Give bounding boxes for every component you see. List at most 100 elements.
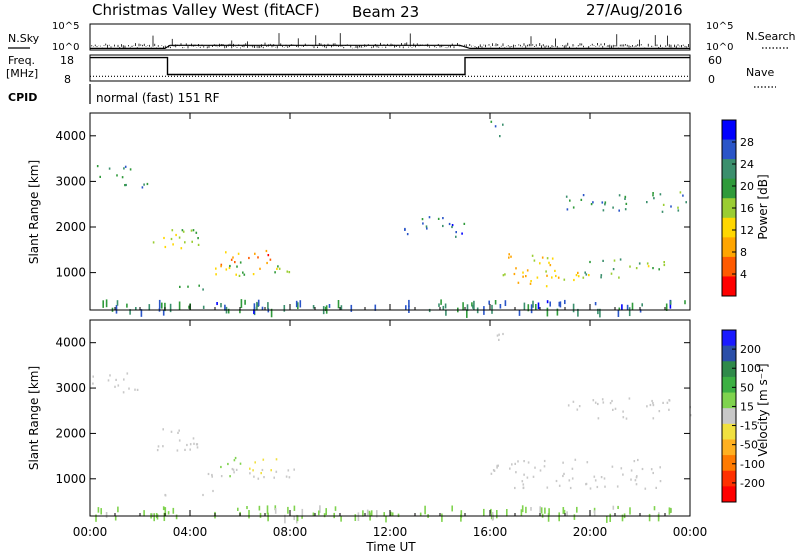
heatmap-cell bbox=[383, 512, 385, 517]
heatmap-cell bbox=[677, 206, 679, 209]
heatmap-cell bbox=[254, 461, 256, 464]
heatmap-cell bbox=[164, 245, 167, 249]
heatmap-cell bbox=[211, 473, 213, 477]
heatmap-cell bbox=[175, 233, 177, 237]
heatmap-cell bbox=[563, 472, 565, 475]
heatmap-cell bbox=[635, 483, 638, 486]
heatmap-cell bbox=[172, 507, 175, 514]
heatmap-cell bbox=[658, 410, 661, 413]
heatmap-cell bbox=[261, 468, 264, 472]
heatmap-cell bbox=[531, 254, 534, 257]
heatmap-cell bbox=[428, 216, 431, 219]
heatmap-cell bbox=[546, 486, 549, 489]
heatmap-cell bbox=[546, 257, 549, 260]
heatmap-cell bbox=[451, 505, 453, 512]
heatmap-cell bbox=[600, 276, 602, 279]
nsky-panel: N.Sky 10^5 10^0 10^5 10^0 N.Search bbox=[8, 21, 796, 53]
heatmap-cell bbox=[684, 300, 686, 305]
heatmap-cell bbox=[604, 485, 606, 488]
heatmap-cell bbox=[502, 332, 504, 336]
heatmap-cell bbox=[504, 300, 507, 307]
heatmap-cell bbox=[253, 475, 255, 478]
heatmap-cell bbox=[319, 505, 321, 513]
heatmap-cell bbox=[521, 480, 524, 483]
heatmap-cell bbox=[270, 469, 272, 472]
heatmap-cell bbox=[225, 268, 228, 271]
heatmap-cell bbox=[543, 459, 546, 463]
heatmap-cell bbox=[162, 506, 165, 511]
heatmap-cell bbox=[460, 514, 462, 522]
cpid-label: CPID bbox=[8, 91, 37, 104]
heatmap-cell bbox=[123, 378, 125, 381]
heatmap-cell bbox=[202, 493, 204, 497]
heatmap-cell bbox=[162, 428, 164, 431]
heatmap-cell bbox=[253, 303, 256, 310]
heatmap-cell bbox=[572, 206, 575, 209]
heatmap-cell bbox=[312, 512, 315, 517]
nsearch-tick-high: 10^5 bbox=[706, 21, 733, 32]
heatmap-cell bbox=[530, 507, 532, 511]
heatmap-cell bbox=[176, 449, 179, 452]
heatmap-cell bbox=[337, 300, 340, 309]
heatmap-cell bbox=[207, 472, 210, 476]
heatmap-cell bbox=[220, 263, 223, 266]
heatmap-cell bbox=[135, 307, 137, 311]
heatmap-cell bbox=[182, 230, 185, 233]
xtick-label: 04:00 bbox=[173, 525, 208, 539]
heatmap-cell bbox=[578, 405, 581, 408]
heatmap-cell bbox=[180, 247, 183, 250]
heatmap-cell bbox=[625, 417, 628, 420]
heatmap-cell bbox=[616, 485, 619, 488]
heatmap-cell bbox=[248, 510, 250, 519]
heatmap-cell bbox=[297, 302, 299, 310]
colorbar-swatch bbox=[722, 345, 736, 362]
heatmap-cell bbox=[376, 510, 378, 518]
velocity-heatmap bbox=[92, 332, 692, 524]
heatmap-cell bbox=[597, 308, 599, 315]
heatmap-cell bbox=[134, 388, 136, 391]
heatmap-cell bbox=[662, 401, 664, 404]
heatmap-cell bbox=[191, 240, 193, 243]
heatmap-cell bbox=[498, 338, 500, 341]
heatmap-cell bbox=[129, 309, 131, 315]
freq-trace bbox=[90, 56, 690, 77]
heatmap-cell bbox=[569, 486, 572, 490]
heatmap-cell bbox=[682, 194, 684, 197]
heatmap-cell bbox=[177, 431, 179, 434]
heatmap-cell bbox=[624, 208, 627, 211]
heatmap-cell bbox=[551, 257, 554, 260]
heatmap-cell bbox=[515, 471, 517, 474]
heatmap-cell bbox=[197, 243, 200, 246]
heatmap-cell bbox=[625, 202, 628, 205]
colorbar-swatch bbox=[722, 276, 736, 297]
heatmap-cell bbox=[499, 135, 501, 138]
station-title: Christmas Valley West (fitACF) bbox=[92, 1, 320, 19]
heatmap-cell bbox=[324, 306, 327, 312]
heatmap-cell bbox=[585, 483, 587, 486]
heatmap-cell bbox=[562, 507, 565, 514]
heatmap-cell bbox=[572, 303, 575, 313]
heatmap-cell bbox=[193, 442, 195, 445]
heatmap-cell bbox=[496, 510, 498, 519]
xtick-label: 12:00 bbox=[373, 525, 408, 539]
heatmap-cell bbox=[577, 308, 579, 317]
heatmap-cell bbox=[274, 508, 277, 514]
heatmap-cell bbox=[143, 183, 145, 186]
freq-tick-low: 8 bbox=[64, 73, 71, 86]
heatmap-cell bbox=[235, 273, 237, 276]
heatmap-cell bbox=[576, 408, 579, 411]
heatmap-cell bbox=[188, 305, 190, 309]
heatmap-cell bbox=[231, 467, 234, 471]
heatmap-cell bbox=[515, 267, 517, 270]
heatmap-cell bbox=[606, 515, 608, 523]
heatmap-cell bbox=[661, 210, 664, 213]
heatmap-cell bbox=[590, 203, 593, 206]
heatmap-cell bbox=[622, 410, 624, 413]
heatmap-cell bbox=[115, 305, 118, 314]
heatmap-cell bbox=[596, 485, 599, 489]
heatmap-cell bbox=[652, 471, 654, 475]
heatmap-cell bbox=[547, 513, 550, 522]
heatmap-cell bbox=[652, 267, 654, 270]
heatmap-cell bbox=[369, 512, 371, 521]
heatmap-cell bbox=[114, 385, 116, 388]
